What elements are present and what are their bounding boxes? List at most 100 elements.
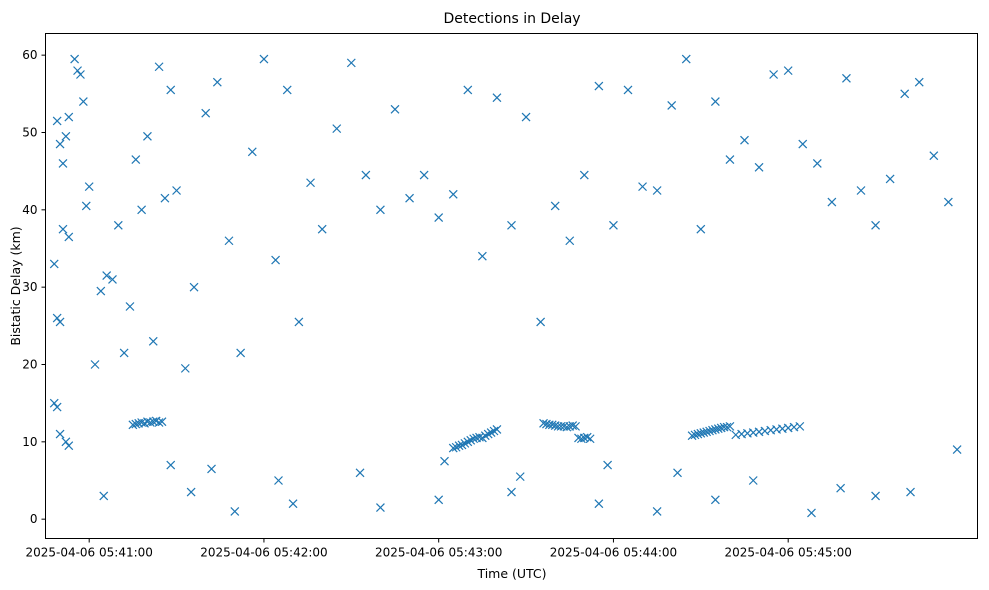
data-point: [585, 434, 595, 444]
data-point: [58, 158, 68, 168]
data-point: [696, 428, 706, 438]
data-point: [603, 460, 613, 470]
data-point: [463, 85, 473, 95]
data-point: [189, 282, 199, 292]
data-point: [696, 224, 706, 234]
data-point: [99, 491, 109, 501]
data-point: [812, 158, 822, 168]
data-point: [492, 93, 502, 103]
y-tick-label: 40: [22, 203, 37, 217]
data-point: [571, 421, 580, 431]
data-point: [705, 426, 714, 436]
data-point: [180, 363, 190, 373]
data-point: [131, 419, 141, 429]
data-point: [702, 427, 712, 437]
data-point: [710, 495, 720, 505]
data-point: [952, 445, 962, 454]
data-point: [638, 182, 647, 192]
y-tick-label: 10: [22, 435, 37, 449]
data-point: [856, 186, 866, 195]
x-tick-label: 2025-04-06 05:42:00: [200, 546, 327, 560]
data-point: [667, 100, 677, 110]
plot-frame: [45, 33, 978, 539]
data-point: [594, 81, 604, 91]
data-point: [565, 236, 575, 246]
data-point: [166, 85, 176, 95]
data-point: [900, 89, 910, 99]
data-point: [475, 432, 484, 442]
data-point: [550, 201, 560, 211]
data-point: [594, 499, 604, 509]
data-point: [740, 135, 749, 145]
x-axis: 2025-04-06 05:41:00 2025-04-06 05:42:00 20…: [25, 538, 852, 560]
data-point: [652, 186, 662, 195]
data-point: [55, 429, 65, 439]
data-point: [906, 487, 915, 497]
data-point: [693, 429, 703, 439]
data-point: [390, 104, 400, 114]
x-tick-label: 2025-04-06 05:44:00: [550, 546, 677, 560]
data-point: [113, 220, 123, 230]
data-point: [376, 503, 385, 512]
data-point: [288, 499, 298, 509]
data-point: [460, 438, 470, 448]
data-point: [73, 66, 82, 76]
data-point: [562, 422, 572, 432]
data-point: [710, 425, 720, 434]
data-point: [81, 201, 91, 211]
data-point: [579, 170, 589, 180]
data-point: [154, 62, 164, 72]
data-point: [827, 197, 837, 207]
data-point: [49, 259, 59, 269]
data-point: [137, 205, 147, 215]
x-tick-label: 2025-04-06 05:45:00: [724, 546, 851, 560]
data-point: [690, 430, 700, 440]
data-point: [748, 476, 758, 485]
data-point: [722, 422, 732, 432]
data-point: [681, 54, 691, 64]
data-point: [361, 170, 371, 180]
data-point: [61, 437, 71, 447]
data-point: [539, 418, 548, 428]
data-point: [52, 402, 62, 412]
data-point: [783, 66, 793, 76]
data-point: [259, 54, 269, 64]
chart-title: Detections in Delay: [443, 11, 580, 27]
x-axis-label: Time (UTC): [476, 566, 546, 581]
data-point: [108, 275, 117, 284]
data-point: [836, 483, 846, 493]
plot-area: [49, 54, 962, 518]
data-point: [795, 421, 805, 431]
data-point: [306, 178, 315, 188]
data-point: [274, 476, 283, 485]
data-point: [713, 424, 723, 434]
data-point: [128, 420, 138, 430]
data-point: [346, 58, 356, 68]
data-point: [582, 432, 592, 442]
data-point: [186, 487, 196, 497]
data-point: [64, 441, 74, 451]
data-point: [376, 205, 385, 215]
data-point: [55, 139, 65, 149]
data-point: [507, 487, 516, 497]
data-point: [871, 491, 880, 501]
data-point: [871, 220, 880, 230]
data-point: [914, 77, 924, 87]
data-point: [710, 97, 720, 106]
data-point: [224, 236, 234, 246]
data-point: [434, 495, 444, 505]
data-point: [49, 398, 59, 408]
data-point: [466, 435, 476, 445]
data-point: [143, 131, 152, 141]
data-point: [212, 77, 222, 87]
data-point: [332, 124, 342, 134]
data-point: [798, 139, 808, 149]
data-point: [154, 418, 164, 427]
data-point: [166, 460, 176, 470]
data-point: [78, 97, 88, 106]
data-point: [52, 116, 62, 126]
data-point: [64, 232, 74, 242]
data-point: [469, 434, 479, 444]
data-point: [725, 155, 735, 164]
